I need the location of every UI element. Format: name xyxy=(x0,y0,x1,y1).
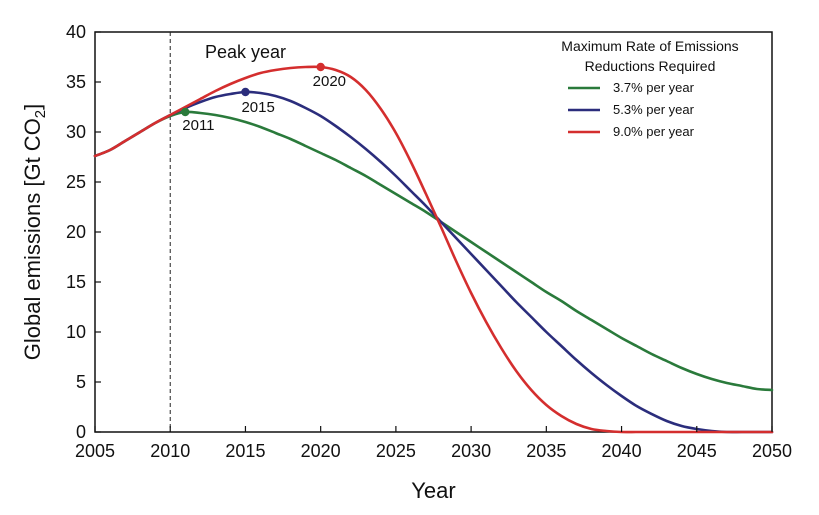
y-tick-label: 40 xyxy=(66,22,86,42)
series-line xyxy=(93,90,774,434)
y-axis-title: Global emissions [Gt CO2] xyxy=(20,104,49,361)
peak-marker xyxy=(241,87,250,97)
y-tick-label: 35 xyxy=(66,72,86,92)
plot-area: 2011 2015 2020 xyxy=(93,31,774,434)
x-tick-label: 2035 xyxy=(526,441,566,461)
legend-title-line-1: Maximum Rate of Emissions xyxy=(561,38,738,54)
x-axis-title: Year xyxy=(411,478,455,503)
y-tick-label: 15 xyxy=(66,272,86,292)
y-tick-label: 30 xyxy=(66,122,86,142)
peak-marker xyxy=(316,62,325,72)
legend-label: 5.3% per year xyxy=(613,102,695,117)
y-tick-label: 20 xyxy=(66,222,86,242)
series-line xyxy=(93,65,774,434)
y-tick-label: 10 xyxy=(66,322,86,342)
x-tick-label: 2015 xyxy=(225,441,265,461)
x-tick-label: 2030 xyxy=(451,441,491,461)
peak-marker xyxy=(181,107,190,117)
series-line xyxy=(93,110,774,392)
y-axis-title-main: Global emissions [Gt CO xyxy=(20,118,45,360)
x-tick-label: 2045 xyxy=(677,441,717,461)
y-axis-title-subscript: 2 xyxy=(32,110,49,118)
y-tick-label: 0 xyxy=(76,422,86,442)
peak-year-annotation: Peak year xyxy=(205,42,286,62)
legend-label: 3.7% per year xyxy=(613,80,695,95)
legend-label: 9.0% per year xyxy=(613,124,695,139)
legend-title-line-2: Reductions Required xyxy=(585,58,716,74)
peak-label: 2015 xyxy=(241,99,274,116)
x-axis-ticks: 2005 2010 2015 2020 2025 2030 2035 2040 2045 2050 xyxy=(75,426,792,461)
legend-items: 3.7% per year 5.3% per year 9.0% per year xyxy=(568,80,695,139)
peak-label: 2020 xyxy=(313,73,346,90)
y-axis-ticks: 0 5 10 15 20 25 30 35 40 xyxy=(66,22,101,442)
x-tick-label: 2040 xyxy=(602,441,642,461)
y-tick-label: 5 xyxy=(76,372,86,392)
peak-markers: 2011 2015 2020 xyxy=(181,62,346,134)
series-layer xyxy=(93,65,774,434)
x-tick-label: 2020 xyxy=(301,441,341,461)
y-axis-title-suffix: ] xyxy=(20,104,45,110)
y-tick-label: 25 xyxy=(66,172,86,192)
x-tick-label: 2010 xyxy=(150,441,190,461)
x-tick-label: 2005 xyxy=(75,441,115,461)
x-tick-label: 2025 xyxy=(376,441,416,461)
peak-label: 2011 xyxy=(182,117,214,134)
legend: Maximum Rate of Emissions Reductions Req… xyxy=(561,38,738,139)
x-tick-label: 2050 xyxy=(752,441,792,461)
